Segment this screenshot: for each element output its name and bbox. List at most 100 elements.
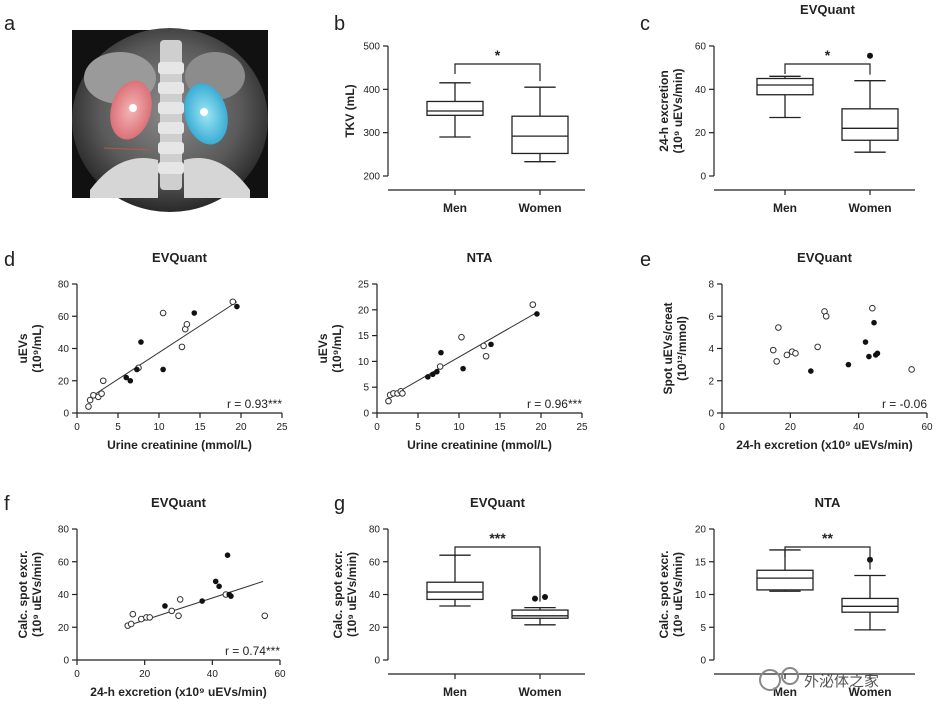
data-point-open [129, 610, 137, 618]
x-tick-label: 40 [207, 669, 219, 680]
box-iqr [756, 77, 814, 96]
category-label: Men [773, 685, 797, 699]
x-tick-label: 15 [494, 422, 506, 433]
data-point-filled [127, 377, 134, 384]
x-tick-label: 0 [74, 669, 80, 680]
box-women [841, 52, 899, 153]
box-iqr [426, 581, 484, 601]
data-point-open [769, 346, 777, 354]
data-point-open [86, 396, 94, 404]
y-axis-label: uEVs [16, 333, 30, 363]
y-axis-unit-label: (10⁹/mL) [30, 324, 44, 372]
y-tick-label: 500 [363, 42, 380, 53]
data-point-filled [138, 339, 144, 345]
data-point-filled [460, 365, 466, 372]
y-tick-label: 40 [369, 590, 381, 601]
y-tick-label: 6 [708, 312, 714, 323]
data-point-open [176, 596, 184, 603]
category-label: Men [443, 685, 467, 699]
correlation-annotation: r = -0.06 [882, 397, 927, 411]
y-tick-label: 10 [358, 357, 370, 368]
chart-title: EVQuant [151, 495, 207, 510]
x-axis-label: Urine creatinine (mmol/L) [107, 438, 252, 452]
y-tick-label: 0 [363, 409, 369, 420]
box-iqr [841, 108, 899, 141]
chart-title: NTA [815, 495, 841, 510]
data-point-open [261, 612, 269, 620]
data-point-open [775, 324, 782, 331]
y-tick-label: 5 [363, 383, 369, 394]
data-point-filled [874, 350, 881, 357]
significance-bracket [454, 546, 541, 602]
data-point-open [99, 377, 107, 385]
y-tick-label: 4 [708, 344, 714, 355]
data-point-filled [866, 353, 872, 360]
data-point-open [529, 301, 537, 308]
y-tick-label: 40 [58, 344, 70, 355]
y-tick-label: 0 [63, 656, 69, 667]
y-tick-label: 25 [358, 280, 370, 291]
panel-label-f: f [4, 493, 10, 515]
y-tick-label: 300 [363, 128, 380, 139]
category-label: Women [848, 201, 891, 215]
data-point-open [773, 358, 780, 365]
y-tick-label: 0 [700, 172, 706, 183]
data-point-filled [123, 374, 129, 381]
x-tick-label: 20 [139, 669, 151, 680]
y-tick-label: 0 [374, 656, 380, 667]
data-point-open [85, 403, 92, 410]
correlation-annotation: r = 0.96*** [527, 397, 582, 411]
data-point-open [146, 614, 154, 621]
data-point-open [168, 607, 176, 615]
category-label: Women [518, 201, 561, 215]
y-tick-label: 20 [358, 305, 370, 316]
y-tick-label: 20 [695, 128, 707, 139]
x-tick-label: 20 [235, 422, 247, 433]
chart-g2: NTA 0 5 10 15 20 Calc. spot excr. (10⁹ uEVs/min… [657, 495, 915, 699]
box-iqr [426, 100, 484, 116]
outlier-point [532, 595, 538, 602]
data-point-filled [871, 319, 877, 326]
y-tick-label: 10 [695, 590, 707, 601]
data-point-open [178, 343, 186, 351]
data-point-filled [199, 598, 205, 604]
x-tick-label: 15 [194, 422, 206, 433]
x-tick-label: 20 [535, 422, 547, 433]
box-iqr [511, 115, 569, 155]
y-axis-label: uEVs [316, 333, 330, 363]
box-women [511, 86, 569, 163]
y-axis-unit-label: (10⁹ uEVs/min) [30, 552, 44, 637]
x-tick-label: 60 [921, 422, 933, 433]
x-axis-label: Urine creatinine (mmol/L) [407, 438, 552, 452]
data-point-open [229, 298, 237, 306]
panel-label-d: d [4, 249, 15, 271]
data-point-filled [234, 303, 240, 310]
data-point-open [480, 342, 487, 350]
regression-line [88, 301, 238, 399]
data-point-open [175, 612, 182, 620]
data-point-open [822, 312, 830, 320]
chart-f: EVQuant 0 20 40 60 80 Calc. spot excr. (10⁹ uEV… [16, 495, 286, 699]
x-tick-label: 5 [415, 422, 421, 433]
box-men [756, 75, 814, 119]
significance-bracket [784, 63, 871, 75]
category-label: Women [848, 685, 891, 699]
y-tick-label: 5 [700, 623, 706, 634]
data-point-open [458, 333, 465, 341]
box-iqr [841, 597, 899, 613]
y-tick-label: 0 [63, 409, 69, 420]
y-tick-label: 60 [58, 312, 70, 323]
y-tick-label: 40 [58, 590, 70, 601]
data-point-filled [434, 368, 440, 375]
box-men [426, 82, 484, 138]
chart-d2: NTA 0 5 10 15 20 25 uEVs (10⁹/mL) 0 5 10 15 20 25 Urine… [316, 250, 588, 452]
y-axis-unit-label: (10⁹/mL) [330, 324, 344, 372]
chart-title: EVQuant [800, 2, 856, 17]
data-point-filled [224, 552, 231, 558]
y-tick-label: 60 [58, 557, 70, 568]
y-axis-unit-label: (10⁹ uEVs/min) [671, 552, 685, 637]
y-tick-label: 15 [695, 557, 707, 568]
data-point-filled [228, 593, 234, 599]
box-women [841, 556, 899, 631]
